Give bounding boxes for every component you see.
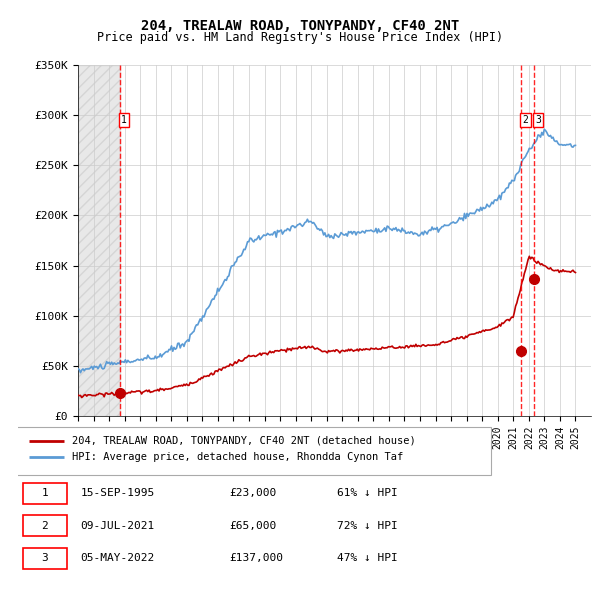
Text: 72% ↓ HPI: 72% ↓ HPI <box>337 521 398 530</box>
Text: 1: 1 <box>41 489 48 498</box>
Text: 204, TREALAW ROAD, TONYPANDY, CF40 2NT (detached house): 204, TREALAW ROAD, TONYPANDY, CF40 2NT (… <box>72 435 416 445</box>
Text: 47% ↓ HPI: 47% ↓ HPI <box>337 553 398 563</box>
Text: 1: 1 <box>121 115 127 125</box>
FancyBboxPatch shape <box>23 548 67 569</box>
Text: 05-MAY-2022: 05-MAY-2022 <box>80 553 155 563</box>
Text: £65,000: £65,000 <box>229 521 276 530</box>
Text: 61% ↓ HPI: 61% ↓ HPI <box>337 489 398 498</box>
Text: 2: 2 <box>523 115 528 125</box>
Text: 3: 3 <box>41 553 48 563</box>
Text: 204, TREALAW ROAD, TONYPANDY, CF40 2NT: 204, TREALAW ROAD, TONYPANDY, CF40 2NT <box>141 19 459 33</box>
FancyBboxPatch shape <box>23 483 67 504</box>
Text: 3: 3 <box>535 115 541 125</box>
Text: £137,000: £137,000 <box>229 553 283 563</box>
FancyBboxPatch shape <box>12 427 491 476</box>
Text: 09-JUL-2021: 09-JUL-2021 <box>80 521 155 530</box>
Text: 2: 2 <box>41 521 48 530</box>
Text: £23,000: £23,000 <box>229 489 276 498</box>
Text: HPI: Average price, detached house, Rhondda Cynon Taf: HPI: Average price, detached house, Rhon… <box>72 452 403 462</box>
Text: 15-SEP-1995: 15-SEP-1995 <box>80 489 155 498</box>
Text: Price paid vs. HM Land Registry's House Price Index (HPI): Price paid vs. HM Land Registry's House … <box>97 31 503 44</box>
FancyBboxPatch shape <box>23 515 67 536</box>
